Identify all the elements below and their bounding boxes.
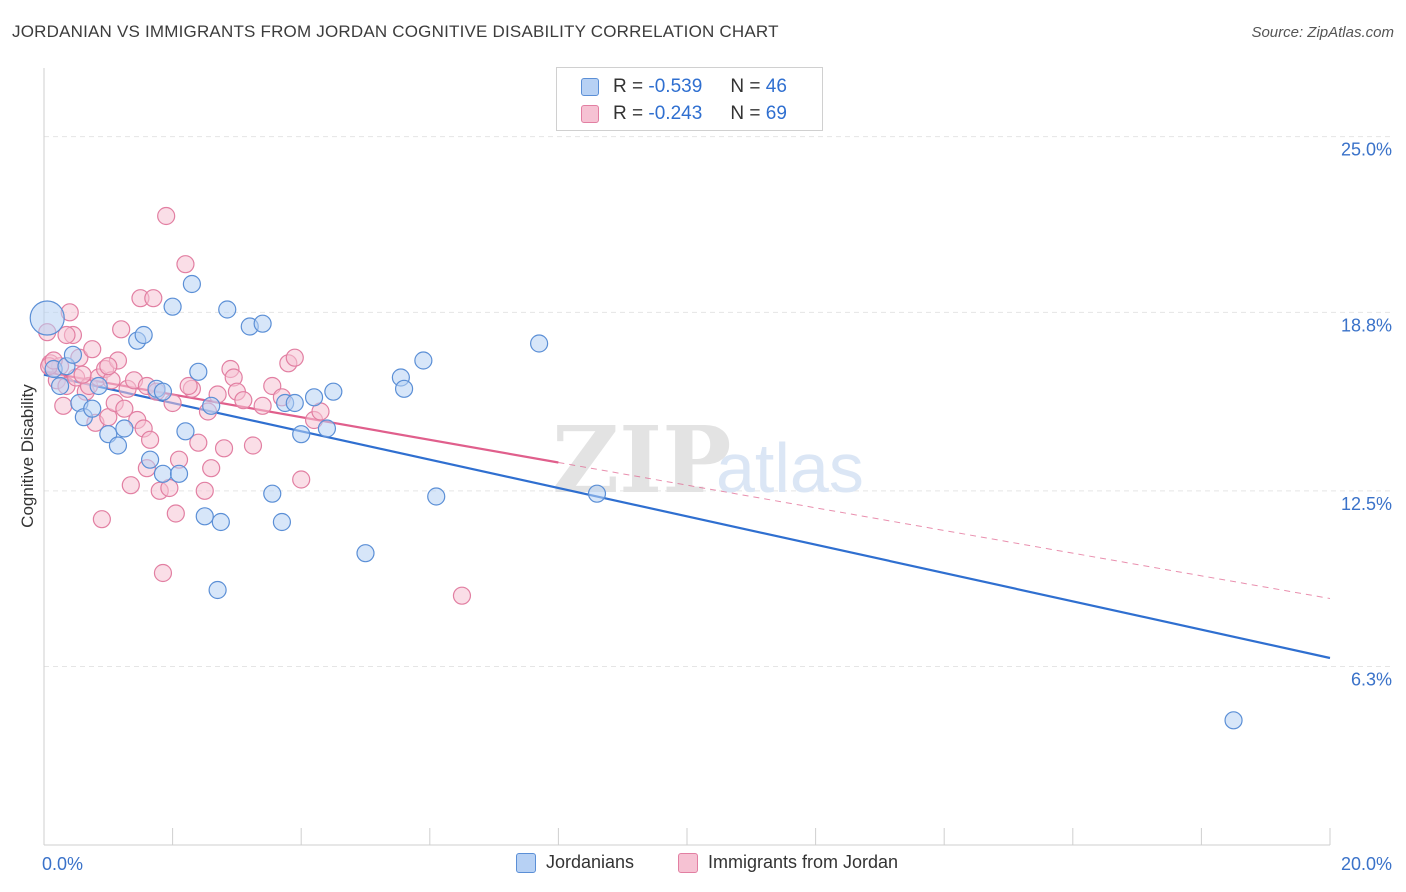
jordanian-point bbox=[140, 450, 160, 469]
jordanian-point bbox=[182, 274, 201, 294]
immigrant-point bbox=[73, 365, 92, 384]
watermark-zip: ZIP bbox=[552, 406, 731, 514]
jordanian-point bbox=[83, 399, 102, 418]
jordanian-point bbox=[285, 393, 304, 413]
immigrant-point bbox=[189, 433, 208, 452]
x-tick-label: 0.0% bbox=[42, 854, 83, 874]
jordanian-point bbox=[253, 314, 272, 333]
y-axis-label: Cognitive Disability bbox=[18, 384, 37, 528]
r-label: R = bbox=[613, 103, 644, 124]
r-value: -0.243 bbox=[648, 103, 703, 124]
jordanian-point bbox=[394, 379, 414, 398]
jordanian-point bbox=[272, 512, 292, 532]
jordanian-point bbox=[153, 464, 173, 483]
r-value: -0.539 bbox=[648, 76, 703, 97]
jordanian-point bbox=[427, 487, 446, 506]
immigrant-point bbox=[83, 340, 102, 359]
immigrant-point bbox=[115, 399, 134, 418]
jordanian-point bbox=[29, 300, 65, 336]
jordanian-trend-line bbox=[43, 373, 1331, 660]
stats-legend: R = -0.539 N = 46 R = -0.243 N = 69 bbox=[556, 67, 823, 131]
immigrant-point bbox=[195, 481, 214, 500]
jordanian-point bbox=[115, 419, 134, 438]
immigrant-point bbox=[112, 320, 131, 339]
immigrant-point bbox=[140, 430, 160, 449]
jordanian-point bbox=[263, 484, 282, 503]
jordanian-point bbox=[211, 512, 230, 532]
n-label: N = bbox=[730, 103, 761, 124]
immigrant-point bbox=[121, 476, 140, 495]
jordanian-point bbox=[176, 422, 195, 441]
chart-title: JORDANIAN VS IMMIGRANTS FROM JORDAN COGN… bbox=[12, 22, 779, 41]
jordanian-point bbox=[530, 334, 549, 353]
immigrant-point bbox=[92, 510, 111, 529]
blue-swatch bbox=[581, 78, 599, 96]
legend-label: Immigrants from Jordan bbox=[708, 852, 899, 872]
immigrant-point bbox=[234, 391, 253, 410]
jordanian-point bbox=[63, 345, 83, 364]
jordanian-point bbox=[292, 425, 311, 444]
immigrant-point bbox=[452, 586, 472, 605]
jordanian-point bbox=[89, 376, 108, 396]
legend-label: Jordanians bbox=[546, 852, 635, 872]
jordanian-point bbox=[356, 544, 375, 563]
axes bbox=[43, 68, 1331, 846]
jordanian-point bbox=[1224, 711, 1243, 730]
jordanian-point bbox=[134, 325, 153, 345]
y-tick-label: 18.8% bbox=[1341, 315, 1392, 335]
x-tick-label: 20.0% bbox=[1341, 854, 1392, 874]
immigrant-point bbox=[179, 376, 198, 396]
immigrant-point bbox=[157, 206, 176, 226]
jordanian-point bbox=[587, 484, 607, 503]
immigrant-point bbox=[176, 255, 195, 274]
jordanian-point bbox=[153, 382, 173, 401]
jordanian-point bbox=[317, 419, 337, 438]
jordanian-point bbox=[324, 382, 343, 401]
pink-swatch bbox=[581, 105, 599, 123]
n-value: 69 bbox=[765, 103, 787, 124]
stats-row-immigrants: R = -0.243 N = 69 bbox=[581, 103, 787, 125]
immigrant-point bbox=[153, 563, 173, 583]
immigrant-point bbox=[285, 348, 304, 367]
jordanian-point bbox=[189, 362, 208, 381]
legend-item-jordanians[interactable]: Jordanians bbox=[516, 852, 634, 873]
r-label: R = bbox=[613, 76, 644, 97]
blue-swatch bbox=[516, 852, 536, 873]
y-tick-label: 25.0% bbox=[1341, 140, 1392, 160]
immigrant-point bbox=[144, 289, 163, 308]
immigrant-point bbox=[166, 504, 185, 523]
watermark-atlas: atlas bbox=[716, 429, 864, 507]
source-credit: Source: ZipAtlas.com bbox=[1251, 24, 1394, 41]
y-tick-label: 12.5% bbox=[1341, 494, 1392, 514]
jordanian-point bbox=[414, 351, 433, 370]
jordanian-point bbox=[304, 388, 324, 407]
y-tick-label: 6.3% bbox=[1351, 670, 1392, 690]
immigrant-point bbox=[292, 470, 311, 489]
tick-labels: 6.3% 12.5% 18.8% 25.0% 0.0% 20.0% bbox=[42, 140, 1392, 874]
immigrant-point bbox=[57, 325, 76, 345]
immigrant-point bbox=[214, 439, 234, 458]
jordanian-point bbox=[208, 580, 227, 600]
stats-row-jordanians: R = -0.539 N = 46 bbox=[581, 76, 787, 98]
data-points bbox=[29, 206, 1243, 730]
immigrant-trend-extension bbox=[558, 462, 1331, 599]
immigrant-point bbox=[99, 357, 118, 376]
n-label: N = bbox=[730, 76, 761, 97]
jordanian-point bbox=[169, 464, 189, 483]
jordanian-point bbox=[195, 507, 214, 526]
n-value: 46 bbox=[765, 76, 787, 97]
jordanian-point bbox=[50, 376, 70, 396]
pink-swatch bbox=[678, 852, 698, 873]
immigrant-point bbox=[243, 436, 263, 455]
immigrant-point bbox=[54, 396, 73, 415]
immigrant-point bbox=[202, 459, 221, 478]
jordanian-point bbox=[218, 300, 237, 319]
jordanian-point bbox=[163, 297, 182, 316]
legend-item-immigrants[interactable]: Immigrants from Jordan bbox=[678, 852, 898, 873]
jordanian-point bbox=[202, 396, 221, 415]
jordanian-point bbox=[108, 436, 128, 455]
immigrant-point bbox=[253, 396, 272, 415]
